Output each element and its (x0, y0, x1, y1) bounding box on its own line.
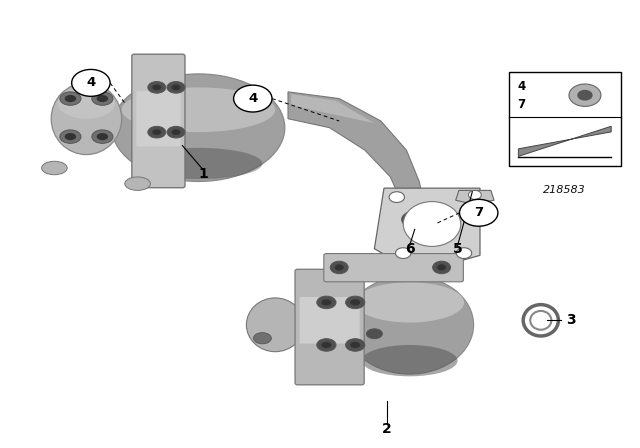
Circle shape (335, 264, 344, 271)
Circle shape (463, 192, 478, 202)
Ellipse shape (172, 85, 180, 90)
Circle shape (569, 84, 601, 107)
Circle shape (456, 248, 472, 258)
Text: 4: 4 (248, 92, 257, 105)
Ellipse shape (58, 87, 115, 119)
Ellipse shape (152, 129, 161, 135)
Ellipse shape (346, 296, 365, 309)
Text: 3: 3 (566, 313, 576, 327)
Ellipse shape (346, 339, 365, 351)
Ellipse shape (403, 202, 461, 246)
Ellipse shape (122, 87, 275, 132)
Ellipse shape (152, 85, 161, 90)
Ellipse shape (346, 276, 474, 374)
Polygon shape (456, 190, 494, 204)
Text: 1: 1 (198, 167, 209, 181)
Ellipse shape (65, 95, 76, 102)
Ellipse shape (167, 82, 185, 93)
Circle shape (468, 190, 481, 199)
Ellipse shape (321, 299, 332, 306)
Ellipse shape (60, 92, 81, 105)
Text: 6: 6 (404, 242, 415, 256)
Ellipse shape (317, 296, 336, 309)
Text: 7: 7 (474, 206, 483, 220)
Circle shape (330, 261, 348, 274)
Ellipse shape (65, 133, 76, 140)
Ellipse shape (92, 130, 113, 143)
Ellipse shape (321, 342, 332, 348)
Circle shape (437, 264, 446, 271)
Text: 7: 7 (517, 98, 525, 111)
Ellipse shape (362, 345, 458, 376)
Ellipse shape (317, 339, 336, 351)
Ellipse shape (125, 177, 150, 190)
Ellipse shape (97, 133, 108, 140)
Circle shape (433, 261, 451, 274)
FancyBboxPatch shape (300, 297, 360, 344)
Circle shape (234, 85, 272, 112)
Polygon shape (518, 126, 611, 156)
Text: 218583: 218583 (543, 185, 586, 195)
Text: 5: 5 (452, 242, 463, 256)
Ellipse shape (172, 129, 180, 135)
Ellipse shape (97, 95, 108, 102)
Circle shape (577, 90, 593, 100)
Text: 4: 4 (517, 80, 525, 93)
Ellipse shape (148, 126, 166, 138)
Polygon shape (288, 92, 426, 228)
Ellipse shape (51, 83, 122, 155)
Ellipse shape (392, 205, 440, 234)
Ellipse shape (148, 82, 166, 93)
Ellipse shape (253, 332, 271, 344)
Ellipse shape (355, 282, 464, 323)
Ellipse shape (134, 148, 262, 179)
Ellipse shape (112, 74, 285, 181)
FancyBboxPatch shape (324, 254, 463, 282)
Ellipse shape (42, 161, 67, 175)
Circle shape (460, 199, 498, 226)
Ellipse shape (350, 342, 360, 348)
Ellipse shape (167, 126, 185, 138)
Ellipse shape (350, 299, 360, 306)
Circle shape (72, 69, 110, 96)
FancyBboxPatch shape (509, 72, 621, 166)
FancyBboxPatch shape (132, 54, 185, 188)
Polygon shape (374, 188, 480, 273)
Text: 2: 2 (382, 422, 392, 436)
Text: 4: 4 (86, 76, 95, 90)
Polygon shape (291, 94, 374, 123)
Ellipse shape (366, 329, 383, 339)
Ellipse shape (92, 92, 113, 105)
Circle shape (396, 248, 411, 258)
FancyBboxPatch shape (295, 269, 364, 385)
Ellipse shape (60, 130, 81, 143)
Ellipse shape (402, 211, 431, 228)
Ellipse shape (246, 298, 304, 352)
FancyBboxPatch shape (136, 91, 180, 146)
Circle shape (389, 192, 404, 202)
